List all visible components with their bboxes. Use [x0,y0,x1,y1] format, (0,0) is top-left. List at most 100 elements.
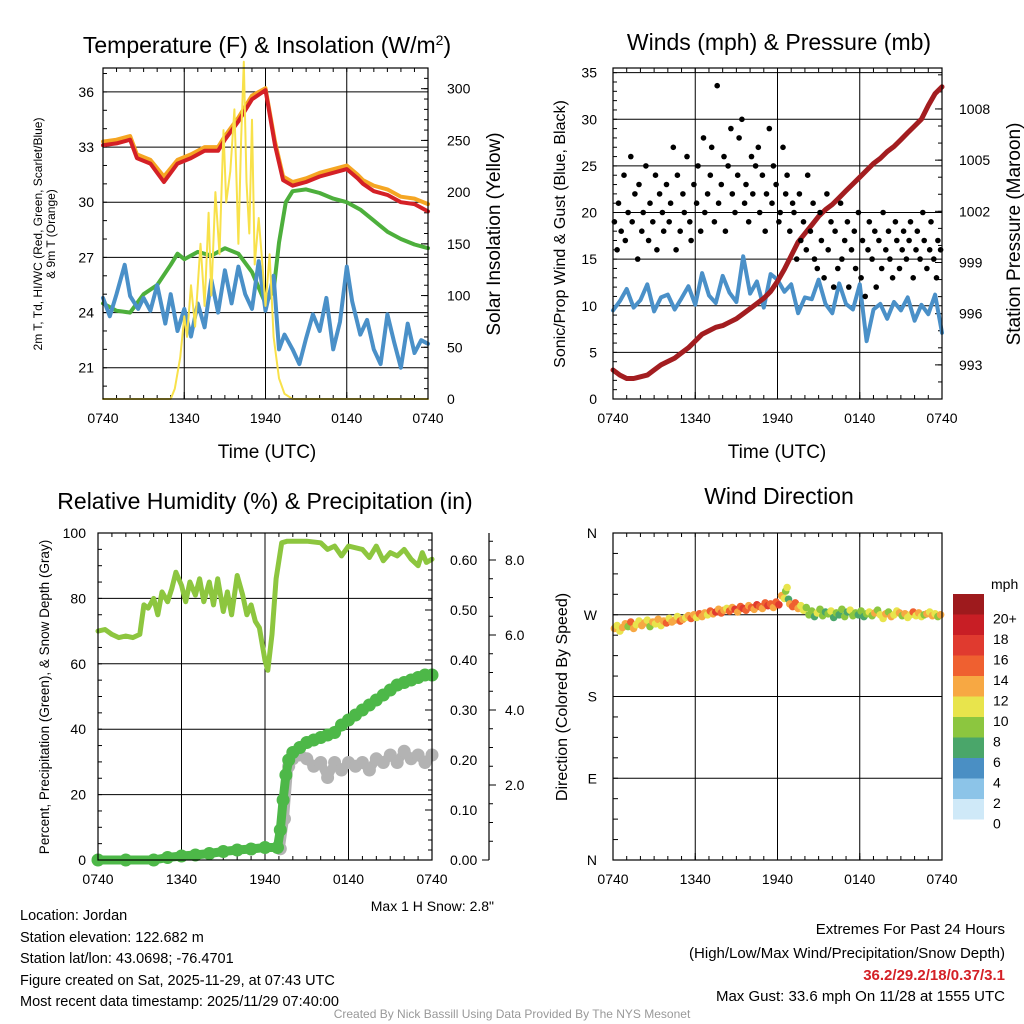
wind-ytick-label: 15 [581,251,597,267]
gust-point [913,247,919,253]
gust-point [903,256,910,262]
temp-ytick-label: 33 [78,139,94,155]
gust-point [643,163,649,169]
colorbar-swatch [953,594,984,615]
gust-point [702,209,708,216]
gust-point [859,237,866,244]
rh-panel: 0740 1340 1940 0140 0740 0 20 40 60 80 100 0.00 0.10… [37,488,525,914]
temp-y2tick-label: 300 [447,81,471,97]
gust-point [825,247,831,253]
gust-point [614,247,620,253]
rh-y2tick-label: 0.10 [450,802,477,818]
gust-point [921,237,927,244]
dir-xtick-label: 1340 [680,871,711,887]
temp-xtick-label: 0740 [412,410,443,426]
wind-ytick-label: 5 [589,344,597,360]
colorbar-swatch [953,778,984,799]
gust-point [865,247,871,253]
gust-point [759,172,766,178]
gust-point [935,237,941,244]
gust-point [693,200,700,206]
dir-xtick-label: 0140 [844,871,875,887]
temp-frame [102,67,429,400]
gust-point [924,265,930,272]
gust-point [700,135,707,141]
gust-point [654,247,660,253]
colorbar-label: 18 [993,631,1009,647]
colorbar-swatch [953,635,984,656]
colorbar-swatch [953,758,984,779]
rh-point [244,842,258,856]
direction-point [783,583,791,592]
wind-series-pressure [610,84,945,381]
gust-point [824,191,830,197]
gust-point [677,228,683,234]
gust-point [762,228,768,234]
rh-point [390,756,404,769]
gust-point [739,116,745,123]
gust-point [728,125,734,132]
colorbar-swatch [953,696,984,717]
gust-point [793,256,800,262]
gust-point [810,200,816,206]
colorbar-label: 4 [993,774,1001,790]
wind-xtick-label: 0740 [926,410,957,426]
gust-point [741,200,748,206]
gust-point [791,209,797,216]
gust-point [787,228,793,234]
gust-point [704,191,711,197]
rh-y3tick-label: 6.0 [505,627,525,643]
location-text: Location: Jordan [20,908,128,924]
gust-point [680,191,686,197]
wind-xtick-label: 1940 [762,410,793,426]
gust-point [660,228,667,234]
dir-frame [612,532,943,861]
temp-xtick-label: 0740 [87,410,118,426]
latlon-text: Station lat/lon: 43.0698; -76.4701 [20,951,234,967]
gust-point [681,209,688,216]
colorbar-label: 2 [993,795,1001,811]
gust-point [755,144,762,151]
gust-point [673,247,679,253]
gust-point [844,219,851,225]
gust-point [625,209,631,216]
gust-point [615,200,622,206]
gust-point [718,181,725,188]
gust-point [776,219,782,225]
rh-point [230,843,244,857]
rh-frame [97,532,433,861]
extremes-title: Extremes For Past 24 Hours [815,921,1005,938]
dir-ytick-label: N [587,852,597,868]
rh-y3tick-label: 4.0 [505,702,525,718]
dir-xtick-label: 0740 [597,871,628,887]
gust-point [885,228,892,234]
gust-point [907,219,914,225]
temp-y2tick-label: 150 [447,236,471,252]
gust-point [933,275,940,281]
temp-xtick-label: 1340 [169,410,200,426]
gust-point [691,181,697,188]
gust-point [899,247,905,253]
gust-point [906,237,912,244]
gust-point [707,172,714,178]
wind-ytick-label: 30 [581,111,597,127]
gust-point [652,172,659,178]
temp-y2tick-label: 200 [447,184,471,200]
gust-point [628,153,634,160]
gust-point [892,219,899,225]
gust-point [750,191,756,197]
rh-point [273,823,287,837]
gust-point [734,172,741,178]
wind-panel: 0740 1340 1940 0140 074005101520253035993996… [552,29,1024,463]
colorbar-swatch [953,799,984,820]
gust-point [722,228,729,234]
gust-point [878,265,885,272]
temp-panel: 0740 1340 1940 0140 0740 21 24 27 30 33 36 0 50 100 15… [31,32,505,463]
temp-y2tick-label: 50 [447,339,463,355]
gust-point [817,209,823,216]
gust-point [629,219,635,225]
dir-ytick-label: N [587,525,597,541]
rh-y3tick-label: 2.0 [505,777,525,793]
rh-point [175,849,188,863]
